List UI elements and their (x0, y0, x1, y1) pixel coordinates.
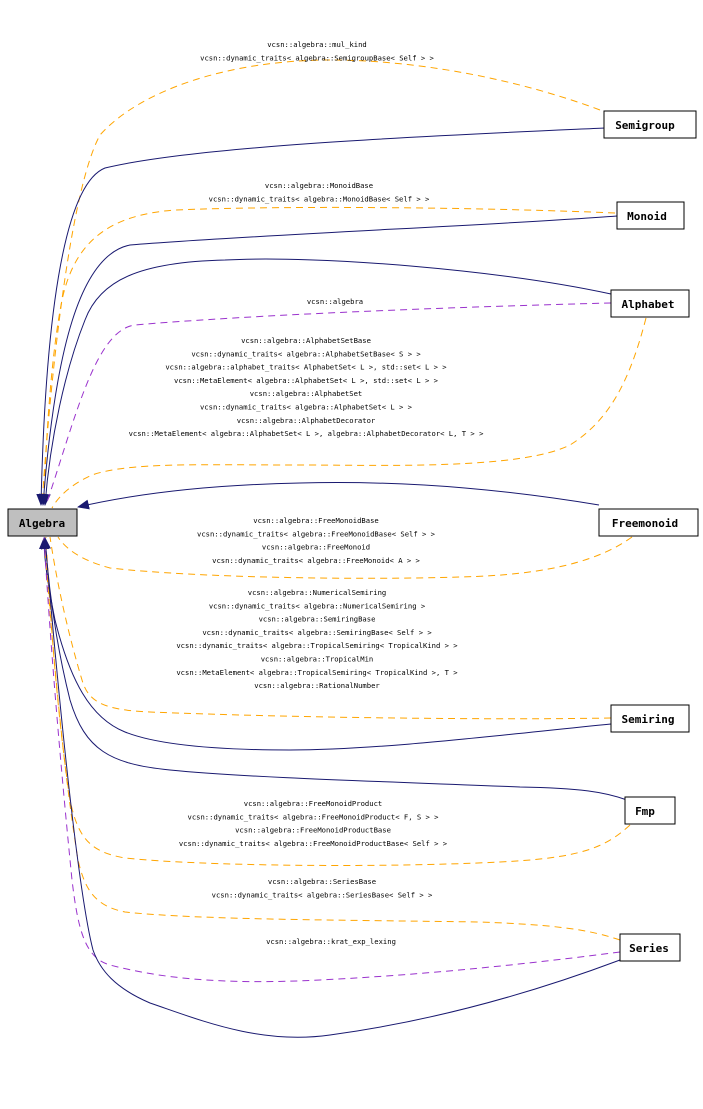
edge-label: vcsn::algebra::alphabet_traits< Alphabet… (165, 363, 447, 372)
edge-fmp-inheritance (40, 537, 628, 801)
node-alphabet-label: Alphabet (622, 298, 675, 311)
edge-series-template (43, 536, 621, 941)
edge-label: vcsn::dynamic_traits< algebra::SeriesBas… (212, 890, 433, 899)
edge-label: vcsn::algebra::AlphabetSetBase (241, 336, 371, 345)
edge-semiring-template (49, 536, 612, 720)
node-fmp[interactable]: Fmp (624, 796, 676, 825)
node-series[interactable]: Series (619, 933, 681, 962)
node-algebra[interactable]: Algebra (7, 508, 78, 537)
edge-label: vcsn::MetaElement< algebra::AlphabetSet<… (129, 429, 485, 438)
edge-label: vcsn::algebra::SeriesBase (268, 877, 376, 886)
edge-label: vcsn::dynamic_traits< algebra::MonoidBas… (209, 194, 430, 203)
edge-labels-semiring: vcsn::algebra::NumericalSemiringvcsn::dy… (176, 588, 458, 690)
edge-labels-series-template: vcsn::algebra::SeriesBasevcsn::dynamic_t… (212, 877, 433, 899)
edge-label: vcsn::dynamic_traits< algebra::AlphabetS… (191, 349, 421, 358)
edge-label: vcsn::algebra::krat_exp_lexing (266, 937, 396, 946)
edge-label: vcsn::algebra::MonoidBase (265, 181, 373, 190)
edge-labels-alphabet-usage: vcsn::algebra (307, 297, 363, 306)
node-semiring[interactable]: Semiring (610, 704, 690, 733)
edge-alphabet-usage (45, 302, 612, 506)
node-semigroup-label: Semigroup (615, 119, 675, 132)
edge-semigroup-template (41, 59, 601, 506)
edge-label: vcsn::dynamic_traits< algebra::Numerical… (209, 601, 426, 610)
node-series-label: Series (629, 942, 669, 955)
node-semiring-label: Semiring (622, 713, 675, 726)
edge-label: vcsn::algebra::AlphabetSet (250, 389, 363, 398)
edge-label: vcsn::dynamic_traits< algebra::FreeMonoi… (188, 812, 440, 821)
edge-label: vcsn::algebra::RationalNumber (254, 681, 380, 690)
edge-label: vcsn::MetaElement< algebra::AlphabetSet<… (174, 376, 439, 385)
edge-label: vcsn::algebra::TropicalMin (261, 655, 374, 664)
node-freemonoid[interactable]: Freemonoid (598, 508, 699, 537)
node-alphabet[interactable]: Alphabet (610, 289, 690, 318)
edge-alphabet-inheritance (40, 258, 612, 506)
edge-label: vcsn::dynamic_traits< algebra::Semigroup… (200, 53, 434, 62)
edge-series-inheritance (40, 537, 621, 1038)
edge-semigroup-inheritance (36, 127, 606, 506)
node-monoid[interactable]: Monoid (616, 201, 685, 230)
edge-label: vcsn::algebra::mul_kind (267, 40, 367, 49)
edge-label: vcsn::dynamic_traits< algebra::TropicalS… (176, 641, 458, 650)
edge-labels-alphabet-template: vcsn::algebra::AlphabetSetBasevcsn::dyna… (129, 336, 485, 438)
edge-label: vcsn::algebra::FreeMonoidProductBase (235, 826, 391, 835)
edge-label: vcsn::algebra::FreeMonoid (262, 543, 370, 552)
node-fmp-label: Fmp (635, 805, 655, 818)
edge-freemonoid-template (57, 536, 633, 579)
edge-label: vcsn::algebra::AlphabetDecorator (237, 416, 376, 425)
edge-labels-monoid: vcsn::algebra::MonoidBasevcsn::dynamic_t… (209, 181, 430, 203)
edge-label: vcsn::dynamic_traits< algebra::FreeMonoi… (197, 529, 436, 538)
edge-label: vcsn::dynamic_traits< algebra::FreeMonoi… (212, 556, 420, 565)
node-freemonoid-label: Freemonoid (612, 517, 678, 530)
edge-labels-freemonoid: vcsn::algebra::FreeMonoidBasevcsn::dynam… (197, 516, 436, 565)
edge-semiring-inheritance (39, 537, 612, 751)
edge-label: vcsn::algebra (307, 297, 363, 306)
node-semigroup[interactable]: Semigroup (603, 110, 697, 139)
edge-label: vcsn::dynamic_traits< algebra::FreeMonoi… (179, 839, 448, 848)
edge-fmp-template (45, 536, 631, 866)
node-algebra-label: Algebra (19, 517, 65, 530)
edge-label: vcsn::dynamic_traits< algebra::AlphabetS… (200, 403, 413, 412)
edge-label: vcsn::algebra::NumericalSemiring (248, 588, 386, 597)
edge-freemonoid-inheritance (77, 482, 600, 510)
edge-label: vcsn::algebra::SemiringBase (259, 615, 376, 624)
edge-series-usage (43, 536, 621, 983)
edge-label: vcsn::dynamic_traits< algebra::SemiringB… (202, 628, 432, 637)
edge-label: vcsn::algebra::FreeMonoidProduct (244, 799, 382, 808)
edge-label: vcsn::MetaElement< algebra::TropicalSemi… (176, 668, 458, 677)
node-monoid-label: Monoid (627, 210, 667, 223)
edge-labels-fmp: vcsn::algebra::FreeMonoidProductvcsn::dy… (179, 799, 448, 848)
edge-alphabet-template (51, 317, 647, 509)
edge-monoid-inheritance (38, 215, 618, 506)
edge-label: vcsn::algebra::FreeMonoidBase (253, 516, 379, 525)
edge-labels-semigroup: vcsn::algebra::mul_kindvcsn::dynamic_tra… (200, 40, 434, 62)
edge-labels-series-usage: vcsn::algebra::krat_exp_lexing (266, 937, 396, 946)
